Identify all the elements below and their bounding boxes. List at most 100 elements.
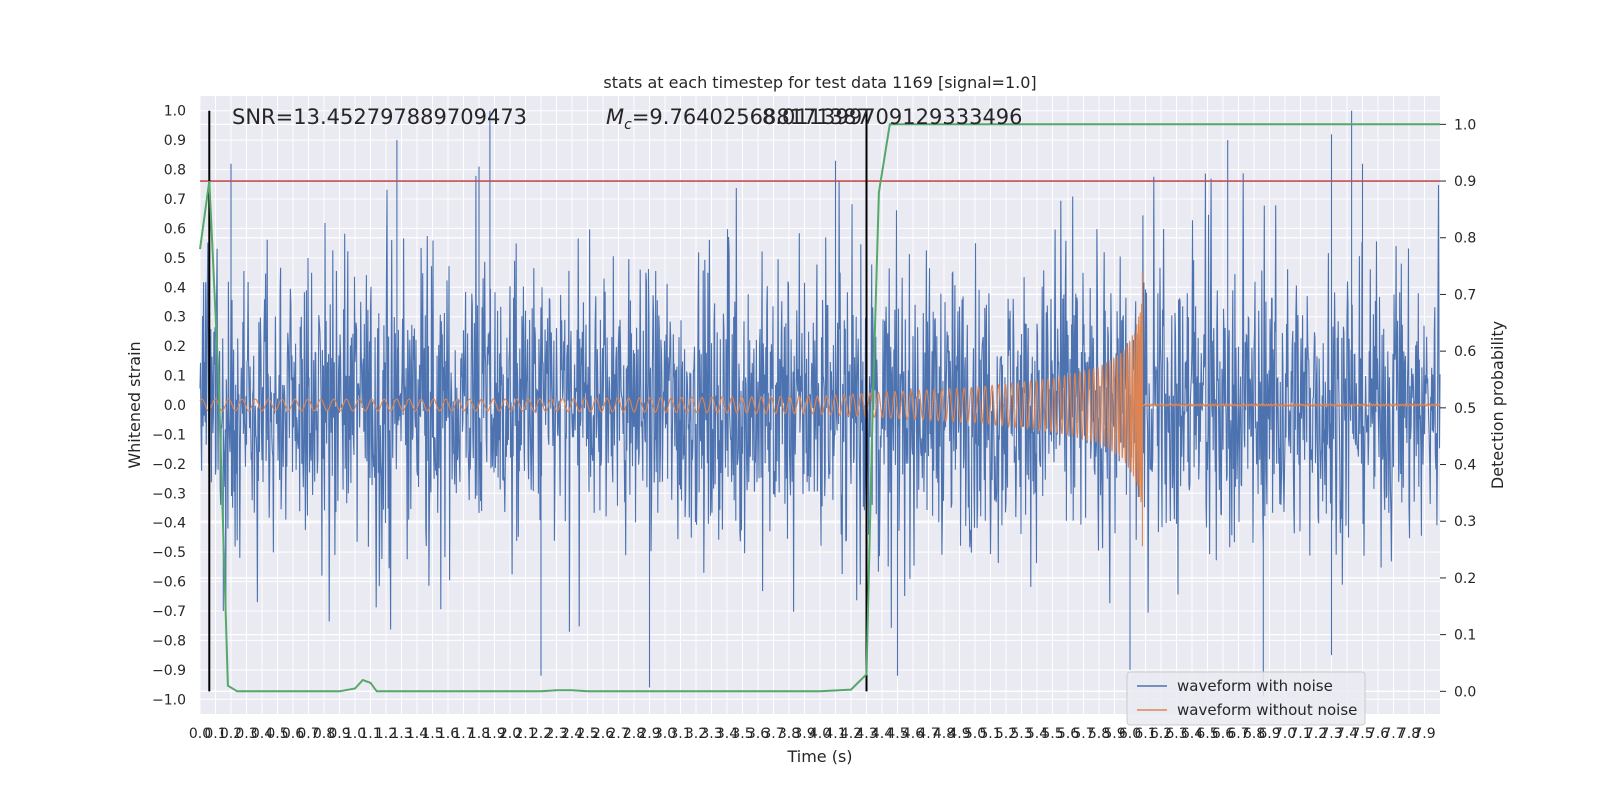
y2-tick-label: 0.2: [1454, 571, 1476, 587]
y2-tick-label: 0.0: [1454, 684, 1476, 700]
y-tick-label: 0.6: [164, 221, 186, 237]
x-tick-label: 7.1: [1289, 726, 1311, 742]
x-tick-label: 5.1: [979, 726, 1001, 742]
y-tick-label: −0.7: [152, 604, 186, 620]
y-tick-label: −0.6: [152, 575, 186, 591]
y2-axis-label: Detection probability: [1488, 321, 1507, 489]
y-axis-ticks: 1.0 0.9 0.8 0.7 0.6 0.5 0.4 0.3 0.2 0.1 0.0 −0.1 −0.…: [152, 104, 186, 709]
x-tick-label: 0.4: [251, 726, 273, 742]
x-tick-label: 1.8: [468, 726, 490, 742]
y-tick-label: −0.4: [152, 516, 186, 532]
x-tick-label: 5.4: [1026, 726, 1048, 742]
x-tick-label: 3.6: [747, 726, 769, 742]
x-tick-label: 7.7: [1382, 726, 1404, 742]
x-tick-label: 5.9: [1103, 726, 1125, 742]
x-tick-label: 5.7: [1072, 726, 1094, 742]
chirp-mass-value: =9.764025688171387: [632, 105, 870, 129]
legend-label-noise: waveform with noise: [1177, 677, 1333, 695]
x-tick-label: 3.0: [654, 726, 676, 742]
y2-tick-label: 0.5: [1454, 401, 1476, 417]
y-tick-label: 0.2: [164, 339, 186, 355]
y-tick-label: −0.8: [152, 633, 186, 649]
x-tick-label: 6.7: [1227, 726, 1249, 742]
x-tick-label: 6.4: [1181, 726, 1203, 742]
x-tick-label: 2.9: [638, 726, 660, 742]
y-tick-label: 0.0: [164, 398, 186, 414]
x-tick-label: 7.2: [1305, 726, 1327, 742]
x-tick-label: 1.6: [437, 726, 459, 742]
x-tick-label: 2.4: [561, 726, 583, 742]
y-tick-label: 1.0: [164, 104, 186, 120]
x-tick-label: 5.6: [1057, 726, 1079, 742]
y2-tick-label: 0.9: [1454, 174, 1476, 190]
y-tick-label: 0.1: [164, 369, 186, 385]
snr-annotation: SNR=13.452797889709473: [232, 105, 527, 129]
x-tick-label: 1.5: [421, 726, 443, 742]
y-tick-label: −0.2: [152, 457, 186, 473]
x-tick-label: 2.5: [576, 726, 598, 742]
x-tick-label: 6.8: [1243, 726, 1265, 742]
x-tick-label: 5.8: [1088, 726, 1110, 742]
chirp-mass-symbol: M: [606, 105, 624, 129]
x-tick-label: 2.7: [607, 726, 629, 742]
y2-tick-label: 0.7: [1454, 287, 1476, 303]
x-axis-ticks: 0.00.10.20.30.40.50.60.70.80.91.01.11.21…: [189, 726, 1436, 742]
x-tick-label: 4.4: [871, 726, 893, 742]
legend-label-clean: waveform without noise: [1177, 701, 1357, 719]
x-tick-label: 4.3: [855, 726, 877, 742]
chirp-mass-annotation: Mc=9.764025688171387: [606, 105, 870, 133]
x-tick-label: 0.3: [235, 726, 257, 742]
x-tick-label: 6.3: [1165, 726, 1187, 742]
probability-line: [199, 123, 1440, 693]
x-tick-label: 3.5: [731, 726, 753, 742]
y2-tick-label: 0.6: [1454, 344, 1476, 360]
clean-line: [199, 272, 1441, 547]
overlapping-annotation: 8.011399709129333496: [762, 105, 1023, 129]
x-tick-label: 0.9: [328, 726, 350, 742]
x-tick-label: 2.0: [499, 726, 521, 742]
x-tick-label: 3.1: [669, 726, 691, 742]
y-tick-label: −0.1: [152, 427, 186, 443]
series-waveform-without-noise: [199, 272, 1441, 547]
y-tick-label: −0.5: [152, 545, 186, 561]
x-tick-label: 0.6: [282, 726, 304, 742]
x-tick-label: 4.6: [902, 726, 924, 742]
x-tick-label: 1.3: [390, 726, 412, 742]
x-tick-label: 3.3: [700, 726, 722, 742]
x-tick-label: 0.1: [204, 726, 226, 742]
x-tick-label: 2.2: [530, 726, 552, 742]
y-tick-label: 0.9: [164, 133, 186, 149]
y-tick-label: 0.8: [164, 163, 186, 179]
x-tick-label: 0.0: [189, 726, 211, 742]
x-tick-label: 7.9: [1413, 726, 1435, 742]
x-tick-label: 7.8: [1398, 726, 1420, 742]
x-tick-label: 5.3: [1010, 726, 1032, 742]
x-tick-label: 1.9: [483, 726, 505, 742]
x-tick-label: 2.1: [514, 726, 536, 742]
x-tick-label: 4.5: [886, 726, 908, 742]
x-tick-label: 5.5: [1041, 726, 1063, 742]
y-axis-label: Whitened strain: [125, 341, 144, 468]
x-tick-label: 1.2: [375, 726, 397, 742]
x-tick-label: 3.8: [778, 726, 800, 742]
chirp-mass-subscript: c: [624, 117, 632, 133]
y2-tick-label: 0.3: [1454, 514, 1476, 530]
x-tick-label: 0.2: [220, 726, 242, 742]
y-tick-label: −1.0: [152, 692, 186, 708]
legend-box: [1126, 671, 1366, 726]
x-tick-label: 5.2: [995, 726, 1017, 742]
y-tick-label: −0.9: [152, 663, 186, 679]
x-tick-label: 1.0: [344, 726, 366, 742]
overlay-lines: [200, 110, 1440, 692]
y2-tick-label: 0.8: [1454, 231, 1476, 247]
x-tick-label: 6.0: [1119, 726, 1141, 742]
x-axis-label: Time (s): [786, 747, 852, 766]
y-tick-label: 0.4: [164, 280, 186, 296]
x-tick-label: 7.3: [1320, 726, 1342, 742]
y-tick-label: −0.3: [152, 486, 186, 502]
x-tick-label: 6.6: [1212, 726, 1234, 742]
y-tick-label: 0.5: [164, 251, 186, 267]
legend: waveform with noise waveform without noi…: [1126, 671, 1366, 726]
x-tick-label: 1.4: [406, 726, 428, 742]
